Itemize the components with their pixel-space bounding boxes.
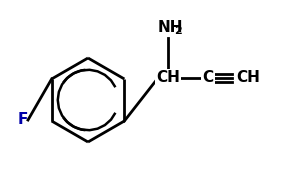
- Text: 2: 2: [174, 26, 182, 36]
- Text: NH: NH: [158, 20, 184, 35]
- Text: CH: CH: [236, 70, 260, 86]
- Text: CH: CH: [156, 70, 180, 86]
- Text: C: C: [202, 70, 213, 86]
- Text: F: F: [18, 113, 29, 127]
